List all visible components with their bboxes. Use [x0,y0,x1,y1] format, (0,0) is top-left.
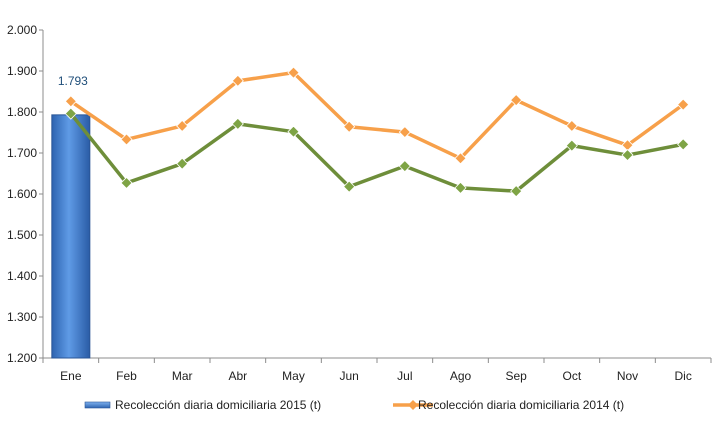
y-tick-label: 1.800 [7,105,37,119]
y-tick-label: 1.900 [7,64,37,78]
series-0-point-dic [677,98,690,111]
series-0-point-jun [343,120,356,133]
series-1-point-abr [231,117,244,130]
y-tick-label: 1.400 [7,269,37,283]
x-tick-label: Ago [450,369,472,383]
x-tick-label: May [282,369,305,383]
axes: 1.200 1.300 1.400 1.500 1.600 1.700 1.800 1.900… [7,23,712,383]
series-1-point-ago [454,181,467,194]
series-1-point-mar [176,157,189,170]
series-0-point-sep [510,94,523,107]
x-tick-label: Jul [397,369,412,383]
series-0-point-oct [565,119,578,133]
x-tick-label: Abr [228,369,247,383]
y-tick-label: 1.600 [7,187,37,201]
series-0-point-abr [231,74,244,87]
x-tick-label: Jun [339,369,358,383]
series-1-point-ene [64,107,77,120]
data-label-2015: 1.793 [58,74,88,88]
x-tick-label: Nov [617,369,638,383]
series-0-point-ago [454,152,467,165]
bars [51,114,91,359]
series-1-point-dic [677,138,690,151]
x-tick-label: Feb [116,369,137,383]
series-1-point-feb [120,176,133,189]
series-1-point-may [287,125,300,138]
series-1-point-jul [398,160,411,173]
series-1-point-sep [510,185,523,198]
x-tick-label: Ene [60,369,82,383]
legend-swatch-2014-marker [408,400,418,410]
series-0-point-mar [176,119,189,133]
series-1-point-oct [565,139,578,152]
series-0-point-jul [398,126,411,139]
series-1-point-jun [343,180,356,193]
y-tick-label: 2.000 [7,23,37,37]
series-0-point-may [287,66,300,79]
series-line-0 [69,70,685,161]
y-tick-label: 1.700 [7,146,37,160]
bar-2015-ene [51,114,91,359]
lines [64,66,690,198]
y-tick-label: 1.300 [7,310,37,324]
y-tick-label: 1.500 [7,228,37,242]
series-0-point-feb [120,133,133,146]
legend-label-2014: Recolección diaria domiciliaria 2014 (t) [418,398,624,412]
series-1-point-nov [621,148,634,162]
y-tick-label: 1.200 [7,351,37,365]
series-line-1 [69,112,684,193]
x-tick-label: Sep [505,369,527,383]
x-tick-label: Oct [562,369,581,383]
x-tick-label: Dic [674,369,691,383]
x-tick-label: Mar [172,369,193,383]
legend-label-2015: Recolección diaria domiciliaria 2015 (t) [115,398,321,412]
legend: Recolección diaria domiciliaria 2015 (t)… [84,398,624,412]
legend-swatch-2015 [84,401,111,409]
labels: 1.793 [58,74,88,88]
series-0-point-ene [64,95,77,108]
